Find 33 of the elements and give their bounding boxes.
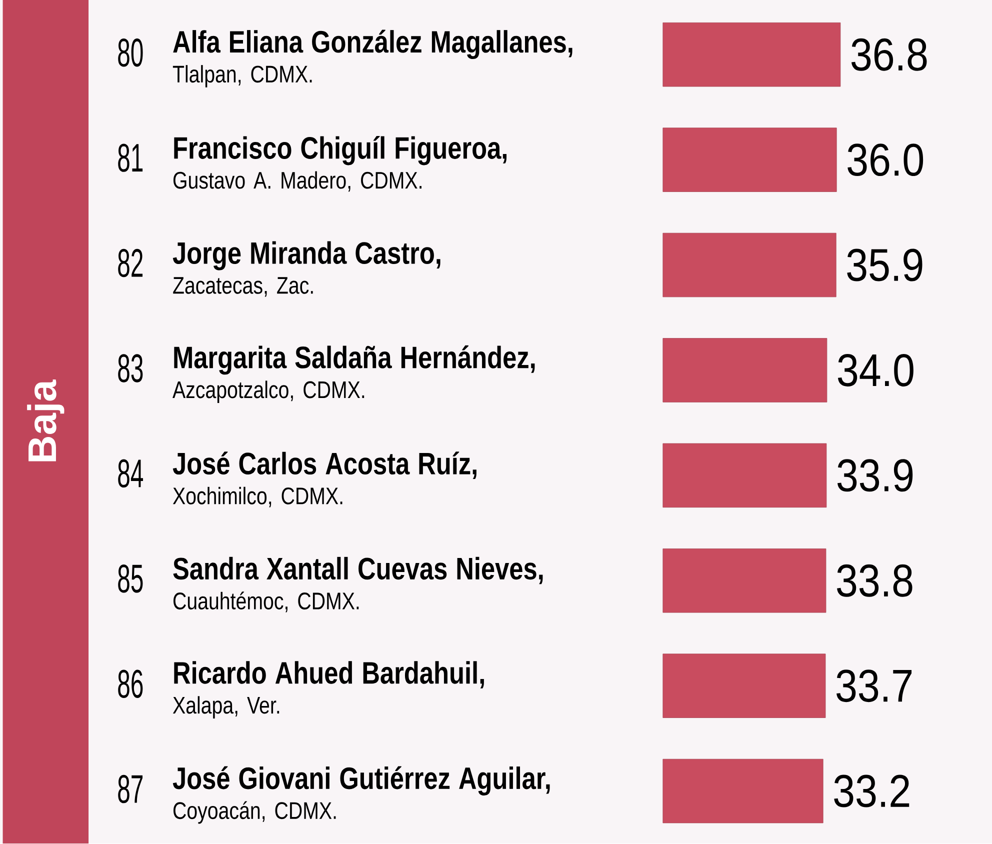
data-label: 36.8 [851, 38, 927, 72]
y-tick-label: Francisco Chiguíl Figueroa, Gustavo A. Madero, CDMX. [173, 136, 506, 192]
bar [662, 444, 827, 508]
text: 81 [118, 144, 143, 172]
data-label: 36.0 [848, 144, 924, 176]
bar [662, 548, 826, 613]
text: 83 [118, 354, 143, 383]
y-tick-label: Alfa Eliana González Magallanes, Tlalpan, CDMX. [172, 30, 572, 88]
data-label: 34.0 [838, 354, 914, 387]
y-tick-label: Sandra Xantall Cuevas Nieves, Cuauhtémoc, CDMX. [173, 557, 543, 612]
data-label: 35.9 [847, 248, 922, 282]
y-tick-label: José Carlos Acosta Ruíz, Xochimilco, CDMX. [172, 452, 476, 508]
data-label: 33.7 [836, 670, 912, 702]
y-tick-label: Margarita Saldaña Hernández, Azcapotzalco, CDMX. [172, 346, 535, 404]
text: 82 [118, 249, 143, 278]
y-axis-title: Baja [27, 380, 64, 462]
data-label: 33.2 [834, 774, 910, 808]
bar [662, 338, 828, 403]
text: 86 [118, 670, 143, 698]
bar [662, 233, 836, 298]
bar [662, 128, 837, 192]
text: 85 [118, 564, 143, 593]
bar [662, 22, 841, 87]
text: 80 [118, 38, 143, 67]
bar [662, 759, 824, 824]
bar [662, 654, 826, 718]
y-tick-label: Ricardo Ahued Bardahuil, Xalapa, Ver. [172, 661, 484, 719]
text: 87 [118, 775, 143, 804]
y-tick-label: José Giovani Gutiérrez Aguilar, Coyoacán, CDMX. [172, 766, 550, 824]
data-label: 33.9 [837, 459, 913, 492]
data-label: 33.8 [836, 564, 912, 598]
y-tick-label: Jorge Miranda Castro, Zacatecas, Zac. [172, 241, 440, 297]
text: 84 [118, 459, 144, 488]
